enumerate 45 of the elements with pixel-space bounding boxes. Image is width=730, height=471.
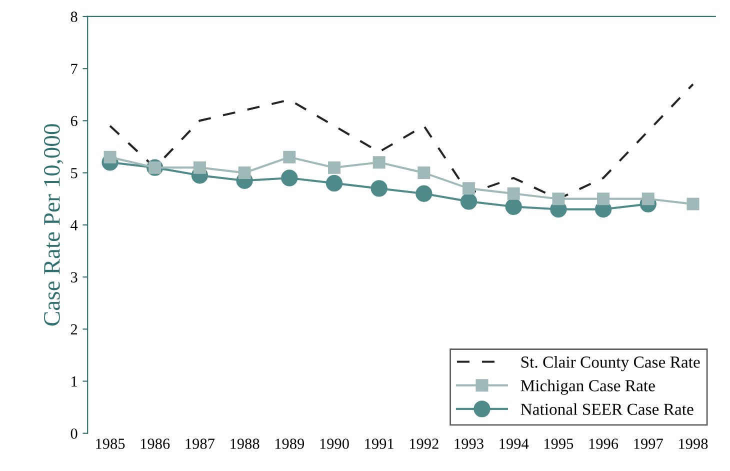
- point: [281, 170, 298, 186]
- point: [328, 161, 340, 174]
- x-tick-label: 1990: [320, 438, 349, 449]
- y-tick-label: 6: [70, 116, 78, 126]
- x-tick-label: 1989: [275, 438, 304, 449]
- point: [372, 156, 386, 169]
- point: [505, 198, 522, 215]
- legend-label: National SEER Case Rate: [520, 403, 694, 415]
- point: [686, 198, 700, 210]
- y-tick-label: 0: [70, 428, 78, 439]
- x-tick-label: 1996: [589, 438, 618, 449]
- point: [552, 192, 565, 206]
- y-tick-label: 3: [70, 272, 78, 282]
- point: [238, 166, 251, 180]
- point: [416, 185, 432, 202]
- x-tick-label: 1992: [410, 438, 438, 449]
- x-tick-label: 1985: [96, 438, 125, 449]
- point: [104, 150, 116, 164]
- point: [462, 182, 476, 195]
- point: [507, 187, 520, 200]
- y-tick-label: 8: [70, 12, 78, 22]
- point: [597, 192, 610, 206]
- x-tick-label: 1998: [679, 438, 708, 449]
- point: [193, 161, 206, 174]
- point: [370, 180, 388, 197]
- x-tick-label: 1991: [365, 438, 394, 449]
- x-tick-label: 1988: [230, 438, 260, 449]
- x-tick-label: 1995: [544, 438, 574, 449]
- y-tick-label: 4: [70, 220, 78, 230]
- x-tick-label: 1997: [634, 438, 663, 449]
- y-axis-title: Case Rate Per 10,000: [44, 124, 64, 326]
- x-tick-label: 1987: [186, 438, 215, 449]
- point: [460, 193, 478, 210]
- legend-label: Michigan Case Rate: [520, 380, 655, 395]
- x-tick-label: 1993: [454, 438, 484, 449]
- x-tick-label: 1994: [500, 438, 529, 449]
- y-tick-label: 2: [70, 324, 78, 334]
- point: [418, 166, 430, 180]
- y-tick-label: 5: [71, 168, 78, 178]
- x-tick-label: 1986: [140, 438, 170, 449]
- y-tick-label: 7: [71, 64, 78, 74]
- legend-label: St. Clair County Case Rate: [521, 356, 700, 372]
- point: [283, 150, 296, 164]
- point: [326, 174, 343, 192]
- y-tick-label: 1: [72, 376, 77, 387]
